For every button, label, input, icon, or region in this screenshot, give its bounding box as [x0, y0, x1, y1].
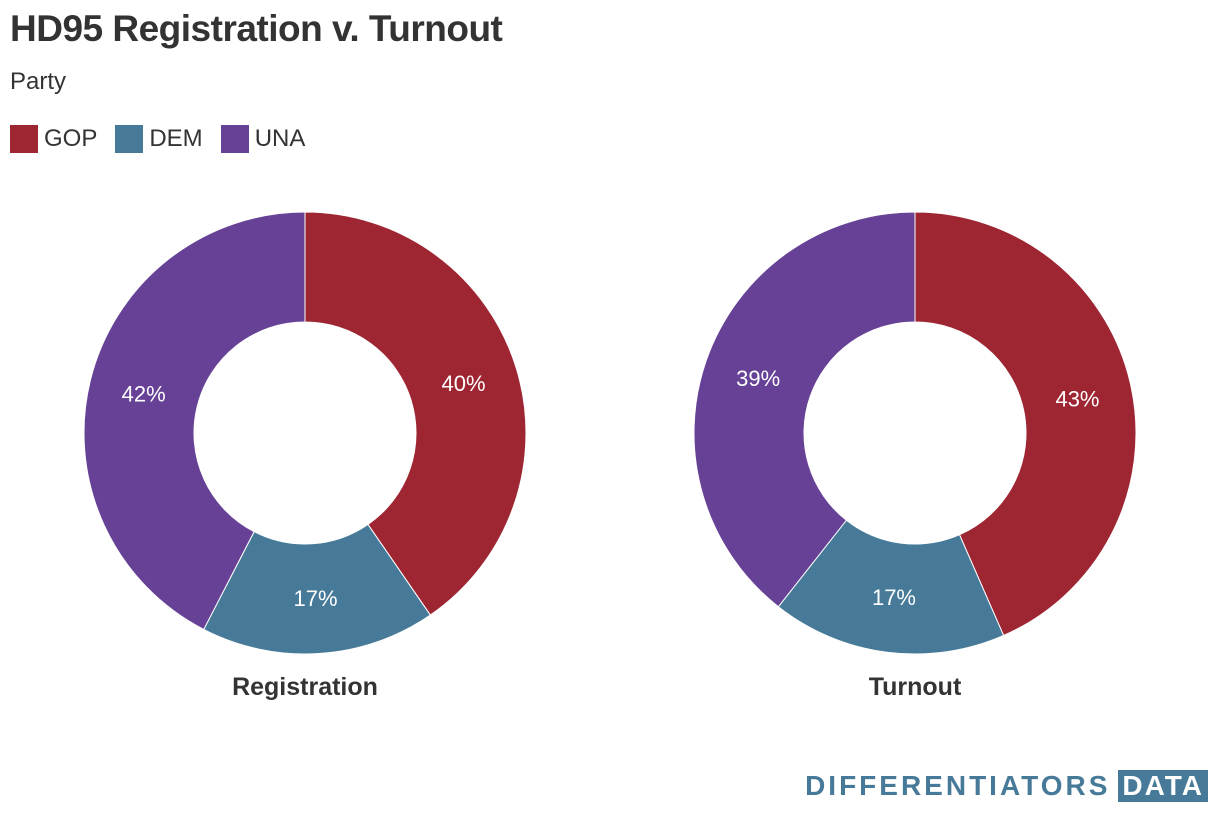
chart-subtitle: Party [10, 68, 67, 95]
donut-chart-registration: 40% 17% 42% Registration [83, 211, 527, 701]
legend-label-dem: DEM [149, 125, 203, 152]
slice-label-gop: 40% [441, 371, 485, 396]
legend-swatch-gop [10, 125, 38, 153]
legend-item-dem[interactable]: DEM [115, 125, 203, 153]
slice-gop[interactable] [304, 211, 527, 616]
legend-item-gop[interactable]: GOP [10, 125, 97, 153]
slice-label-dem: 17% [872, 585, 916, 610]
legend-label-gop: GOP [44, 125, 98, 152]
slice-label-una: 39% [736, 366, 780, 391]
brand-text: DIFFERENTIATORS [805, 770, 1111, 801]
chart-title: HD95 Registration v. Turnout [10, 8, 503, 49]
donut-chart-turnout: 43% 17% 39% Turnout [693, 211, 1137, 701]
slice-una[interactable] [693, 211, 916, 608]
legend-swatch-dem [115, 125, 144, 153]
slice-label-gop: 43% [1055, 387, 1099, 412]
brand-logo: DIFFERENTIATORS DATA [805, 770, 1208, 802]
brand-box: DATA [1118, 770, 1208, 802]
slice-una[interactable] [83, 211, 306, 631]
chart-label-registration: Registration [232, 673, 378, 701]
slice-gop[interactable] [914, 211, 1137, 637]
chart-label-turnout: Turnout [869, 673, 962, 701]
legend: GOP DEM UNA [10, 125, 323, 153]
legend-item-una[interactable]: UNA [220, 125, 306, 153]
legend-label-una: UNA [254, 125, 306, 152]
slice-dem[interactable] [777, 519, 1005, 655]
slice-label-una: 42% [122, 381, 166, 406]
slice-label-dem: 17% [294, 586, 338, 611]
legend-swatch-una [220, 125, 249, 153]
slice-dem[interactable] [203, 523, 432, 655]
